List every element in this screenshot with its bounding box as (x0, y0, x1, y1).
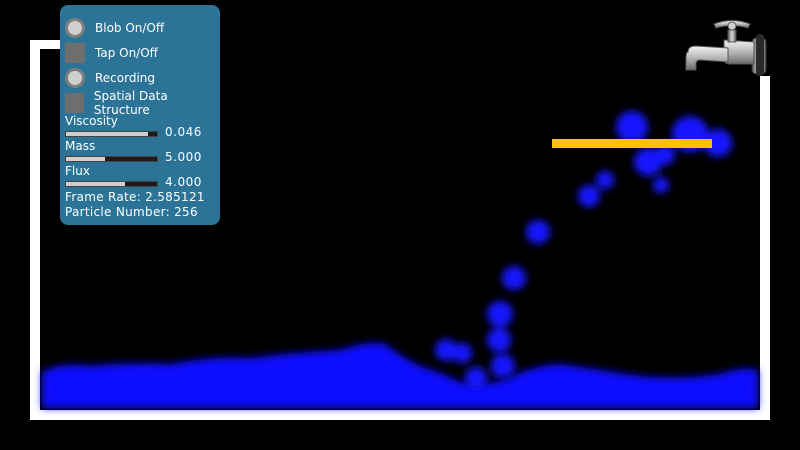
spatial-toggle-label: Spatial Data Structure (93, 89, 168, 117)
fluid-pool (42, 342, 758, 408)
fluid-surface (42, 342, 758, 408)
blob-radio-icon[interactable] (65, 18, 85, 38)
container-right-wall (760, 76, 770, 420)
mass-slider-fill (66, 157, 106, 161)
tap-toggle[interactable]: Tap On/Off (65, 42, 158, 64)
fluid-blob (465, 367, 487, 389)
particle-number-readout: Particle Number: 256 (65, 205, 198, 219)
container-left-wall (30, 40, 40, 420)
recording-radio-icon[interactable] (65, 68, 85, 88)
mass-label: Mass (65, 139, 96, 153)
flux-label: Flux (65, 164, 90, 178)
container-walls (30, 40, 770, 420)
spatial-structure-toggle[interactable]: Spatial Data Structure (65, 89, 220, 117)
container-floor (30, 410, 770, 420)
fluid-blob (487, 328, 511, 352)
blob-toggle[interactable]: Blob On/Off (65, 17, 164, 39)
viscosity-value: 0.046 (165, 125, 202, 139)
viscosity-label: Viscosity (65, 114, 118, 128)
fluid-blob (435, 339, 457, 361)
blob-toggle-label: Blob On/Off (95, 21, 165, 35)
fluid-blob (491, 354, 515, 378)
fluid-blobs (435, 111, 732, 389)
fluid-blob (487, 301, 513, 327)
fluid-blob (578, 185, 600, 207)
viscosity-slider-fill (66, 132, 148, 136)
fluid-blob (616, 111, 648, 143)
fluid-blob (655, 145, 675, 165)
fluid-blob (704, 129, 732, 157)
container-top-lip (30, 40, 62, 49)
recording-toggle-label: Recording (95, 71, 156, 85)
fluid-blob (452, 343, 472, 363)
mass-slider[interactable] (65, 156, 158, 162)
spatial-checkbox-icon[interactable] (65, 93, 84, 113)
control-panel: Blob On/Off Tap On/Off Recording Spatial… (60, 5, 220, 225)
mass-value: 5.000 (165, 150, 202, 164)
flux-slider[interactable] (65, 181, 158, 187)
fluid-blob (653, 177, 669, 193)
barrier-platform[interactable] (552, 139, 712, 148)
fluid-blob (526, 220, 550, 244)
frame-rate-readout: Frame Rate: 2.585121 (65, 190, 205, 204)
faucet-icon[interactable] (684, 18, 770, 76)
flux-slider-fill (66, 182, 126, 186)
fluid-blob (502, 266, 526, 290)
recording-toggle[interactable]: Recording (65, 67, 155, 89)
flux-value: 4.000 (165, 175, 202, 189)
tap-toggle-label: Tap On/Off (95, 46, 158, 60)
viscosity-slider[interactable] (65, 131, 158, 137)
fluid-blob (596, 171, 614, 189)
tap-checkbox-icon[interactable] (65, 43, 85, 63)
